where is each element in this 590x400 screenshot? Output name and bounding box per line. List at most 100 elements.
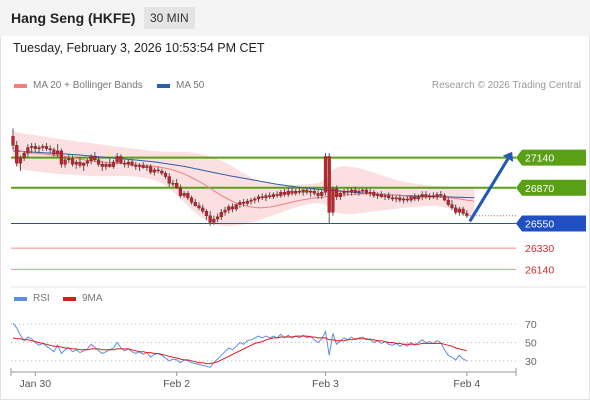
rsi-tick-30: 30: [525, 356, 537, 368]
candle-body: [271, 194, 275, 197]
candle-body: [197, 205, 201, 209]
timeframe-button[interactable]: 30 MIN: [144, 7, 195, 29]
candle-body: [286, 190, 290, 195]
candle-body: [201, 207, 205, 212]
candle-body: [48, 148, 52, 150]
x-tick-label: Feb 3: [312, 378, 339, 390]
candle-body: [119, 156, 123, 164]
candle-body: [89, 156, 93, 162]
candle-body: [70, 158, 75, 165]
candle-body: [331, 188, 335, 213]
candle-body: [405, 198, 409, 201]
forecast-arrow-shaft: [468, 157, 510, 223]
candle-body: [160, 170, 164, 174]
candle-body: [290, 190, 294, 194]
candle-body: [37, 147, 41, 149]
candle-body: [357, 190, 361, 193]
candle-body: [182, 193, 186, 196]
candle-body: [346, 190, 350, 193]
candle-body: [156, 169, 160, 172]
candle-body: [372, 192, 376, 196]
level-tag-26550: [516, 215, 586, 232]
candle-body: [364, 189, 368, 194]
candle-body: [327, 156, 331, 213]
candle-body: [175, 183, 179, 188]
candle-body: [390, 197, 395, 200]
candle-body: [305, 189, 309, 193]
candle-body: [152, 169, 156, 173]
candle-body: [446, 199, 450, 205]
candle-body: [15, 145, 19, 164]
candle-body: [223, 209, 227, 213]
candle-body: [41, 146, 45, 148]
candle-body: [439, 194, 443, 196]
candle-body: [301, 189, 305, 193]
candle-body: [398, 197, 402, 201]
x-tick-label: Feb 4: [453, 378, 480, 390]
candle-body: [297, 190, 302, 193]
candle-body: [215, 216, 220, 220]
candle-body: [424, 194, 428, 197]
rsi-ma-line: [12, 335, 467, 365]
candle-body: [111, 161, 116, 167]
level-tag-26870: [516, 179, 586, 196]
candle-body: [245, 200, 249, 204]
candle-body: [394, 197, 398, 200]
candle-body: [149, 166, 153, 173]
candle-body: [230, 206, 235, 210]
candle-body: [428, 195, 432, 197]
candle-body: [323, 156, 328, 193]
candle-body: [189, 197, 194, 203]
level-tag-27140: [516, 149, 586, 166]
header-bar: Hang Seng (HKFE) 30 MIN: [0, 0, 590, 36]
legend-ma50: MA 50: [157, 80, 204, 91]
candle-body: [375, 194, 380, 196]
candle-body: [96, 159, 101, 165]
candle-body: [52, 149, 56, 155]
ma9-swatch: [63, 296, 76, 301]
candle-body: [349, 189, 354, 193]
candle-body: [163, 173, 168, 177]
legend-ma20: MA 20 + Bollinger Bands: [14, 80, 143, 91]
candle-body: [33, 146, 37, 149]
x-tick-label: Feb 2: [163, 378, 190, 390]
candle-body: [238, 202, 242, 205]
candle-body: [22, 152, 26, 158]
candle-body: [457, 208, 461, 213]
candle-body: [104, 164, 108, 167]
candle-body: [108, 164, 112, 167]
candle-body: [442, 195, 447, 201]
candle-body: [67, 158, 71, 161]
level-label-26140: 26140: [525, 264, 554, 276]
candle-body: [167, 176, 171, 184]
candle-body: [178, 187, 182, 196]
legend-ma50-label: MA 50: [176, 80, 205, 91]
x-tick-label: Jan 30: [20, 378, 52, 390]
candle-body: [268, 195, 272, 197]
candle-body: [171, 183, 175, 185]
candle-body: [312, 190, 316, 194]
candle-body: [100, 164, 104, 167]
candle-body: [402, 198, 406, 201]
candle-body: [78, 161, 82, 166]
candle-body: [93, 156, 97, 161]
candle-body: [134, 165, 138, 167]
candle-body: [413, 196, 417, 200]
candle-body: [63, 159, 67, 165]
candle-body: [309, 190, 313, 193]
candle-body: [208, 215, 212, 223]
ma20-swatch: [14, 83, 27, 88]
candle-body: [30, 146, 34, 148]
candle-body: [320, 192, 324, 196]
rsi-tick-70: 70: [525, 319, 537, 331]
candle-body: [234, 204, 238, 210]
candle-body: [279, 192, 283, 196]
rsi-tick-50: 50: [525, 338, 537, 350]
candle-body: [212, 218, 216, 223]
candle-body: [409, 196, 413, 201]
candle-body: [264, 195, 268, 199]
level-label-26550: 26550: [525, 219, 554, 231]
candle-body: [11, 136, 15, 146]
level-label-27140: 27140: [525, 153, 554, 165]
